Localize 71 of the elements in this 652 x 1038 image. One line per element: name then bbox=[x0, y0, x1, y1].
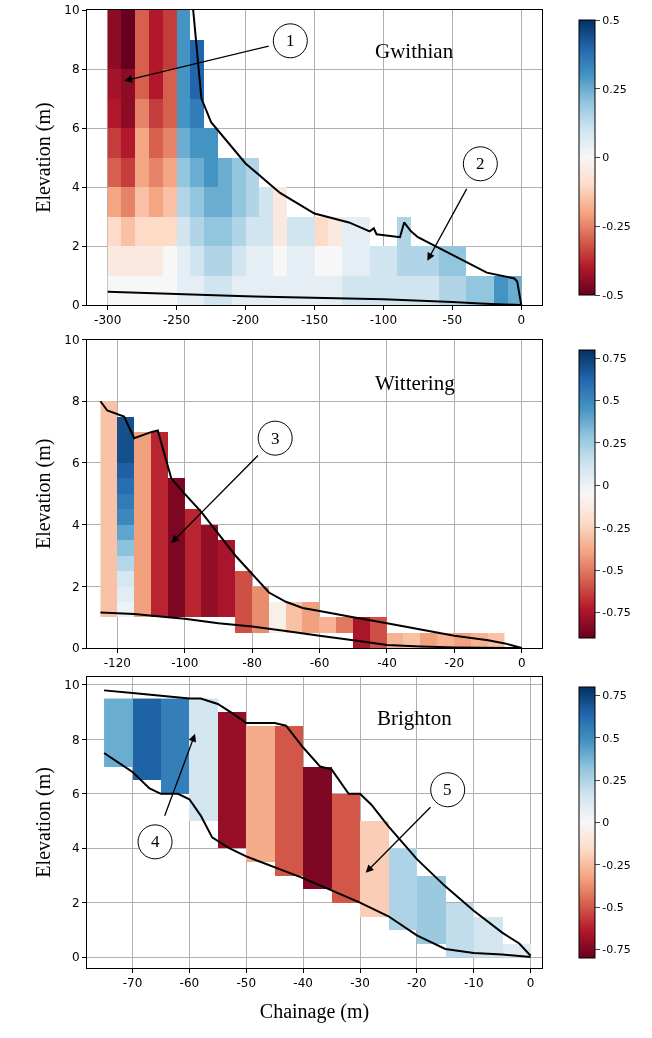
y-tick-label: 0 bbox=[71, 298, 80, 313]
text: Brighton bbox=[377, 706, 453, 730]
y-tick-label: 0 bbox=[71, 950, 80, 965]
x-tick-label: -20 bbox=[407, 976, 427, 991]
y-tick-label: 10 bbox=[64, 332, 80, 347]
y-tick-label: 4 bbox=[71, 180, 80, 195]
x-tick-label: -120 bbox=[103, 656, 131, 671]
y-axis-title: Elevation (m) bbox=[31, 102, 55, 213]
color-bar-label: -0.5 bbox=[602, 900, 624, 914]
color-bar-label: 0.75 bbox=[602, 352, 627, 366]
color-bar-label: -0.75 bbox=[602, 606, 631, 620]
color-bar-label: -0.25 bbox=[602, 858, 631, 872]
color-bar-label: 0.5 bbox=[602, 13, 620, 27]
x-tick-label: -200 bbox=[231, 313, 260, 328]
y-tick-label: 2 bbox=[71, 895, 80, 910]
x-tick-label: -80 bbox=[242, 656, 262, 671]
text: Gwithian bbox=[375, 39, 454, 63]
x-tick-label: -20 bbox=[444, 656, 465, 671]
x-tick-label: -150 bbox=[300, 313, 329, 328]
color-bar-label: -0.25 bbox=[602, 220, 631, 234]
color-bar-label: 0.5 bbox=[602, 731, 620, 745]
x-tick-label: -250 bbox=[163, 313, 191, 328]
annotation: 3 bbox=[271, 429, 280, 448]
x-tick-label: -60 bbox=[309, 656, 330, 671]
y-tick-label: 4 bbox=[71, 517, 80, 532]
annotation: 1 bbox=[286, 31, 295, 50]
color-bar-label: 0 bbox=[602, 816, 610, 830]
color-bar-label: 0.25 bbox=[602, 82, 627, 96]
y-axis-title: Elevation (m) bbox=[31, 438, 55, 550]
y-tick-label: 10 bbox=[64, 3, 80, 18]
x-tick-label: -30 bbox=[350, 976, 370, 991]
x-tick-label: -70 bbox=[122, 976, 143, 991]
x-tick-label: -40 bbox=[377, 656, 397, 671]
x-tick-label: -40 bbox=[293, 976, 313, 991]
annotation: 4 bbox=[151, 832, 160, 851]
annotation: 5 bbox=[443, 780, 452, 799]
x-tick-label: -100 bbox=[369, 313, 398, 328]
x-tick-label: -60 bbox=[179, 976, 200, 991]
color-bar-label: 0.75 bbox=[602, 689, 627, 703]
color-bar-label: 0.25 bbox=[602, 773, 627, 787]
y-tick-label: 8 bbox=[71, 394, 80, 409]
y-tick-label: 10 bbox=[64, 678, 80, 693]
text: Wittering bbox=[375, 371, 456, 395]
x-tick-label: -300 bbox=[94, 313, 122, 328]
y-tick-label: 8 bbox=[71, 732, 80, 747]
y-tick-label: 6 bbox=[71, 787, 80, 802]
y-tick-label: 6 bbox=[71, 121, 80, 136]
y-tick-label: 6 bbox=[71, 456, 80, 471]
y-axis-title: Elevation (m) bbox=[31, 767, 55, 878]
y-tick-label: 8 bbox=[71, 62, 80, 77]
color-bar-label: 0 bbox=[602, 479, 610, 493]
color-bar-label: 0.25 bbox=[602, 436, 627, 450]
annotation: 2 bbox=[476, 154, 485, 173]
y-tick-label: 0 bbox=[71, 641, 80, 656]
y-tick-label: 4 bbox=[71, 841, 80, 856]
x-tick-label: 0 bbox=[517, 656, 526, 671]
x-tick-label: 0 bbox=[526, 976, 535, 991]
color-bar-label: -0.5 bbox=[602, 288, 624, 302]
y-tick-label: 2 bbox=[71, 579, 80, 594]
x-tick-label: -50 bbox=[442, 313, 463, 328]
color-bar-label: 0.5 bbox=[602, 394, 620, 408]
color-bar-label: -0.5 bbox=[602, 563, 624, 577]
x-tick-label: -100 bbox=[171, 656, 199, 671]
x-tick-label: -50 bbox=[236, 976, 257, 991]
x-axis-title: Chainage (m) bbox=[259, 999, 370, 1023]
color-bar-label: -0.75 bbox=[602, 943, 631, 957]
color-bar-label: -0.25 bbox=[602, 521, 631, 535]
x-tick-label: 0 bbox=[517, 313, 526, 328]
color-bar-label: 0 bbox=[602, 151, 610, 165]
x-tick-label: -10 bbox=[463, 976, 484, 991]
y-tick-label: 2 bbox=[71, 239, 80, 254]
